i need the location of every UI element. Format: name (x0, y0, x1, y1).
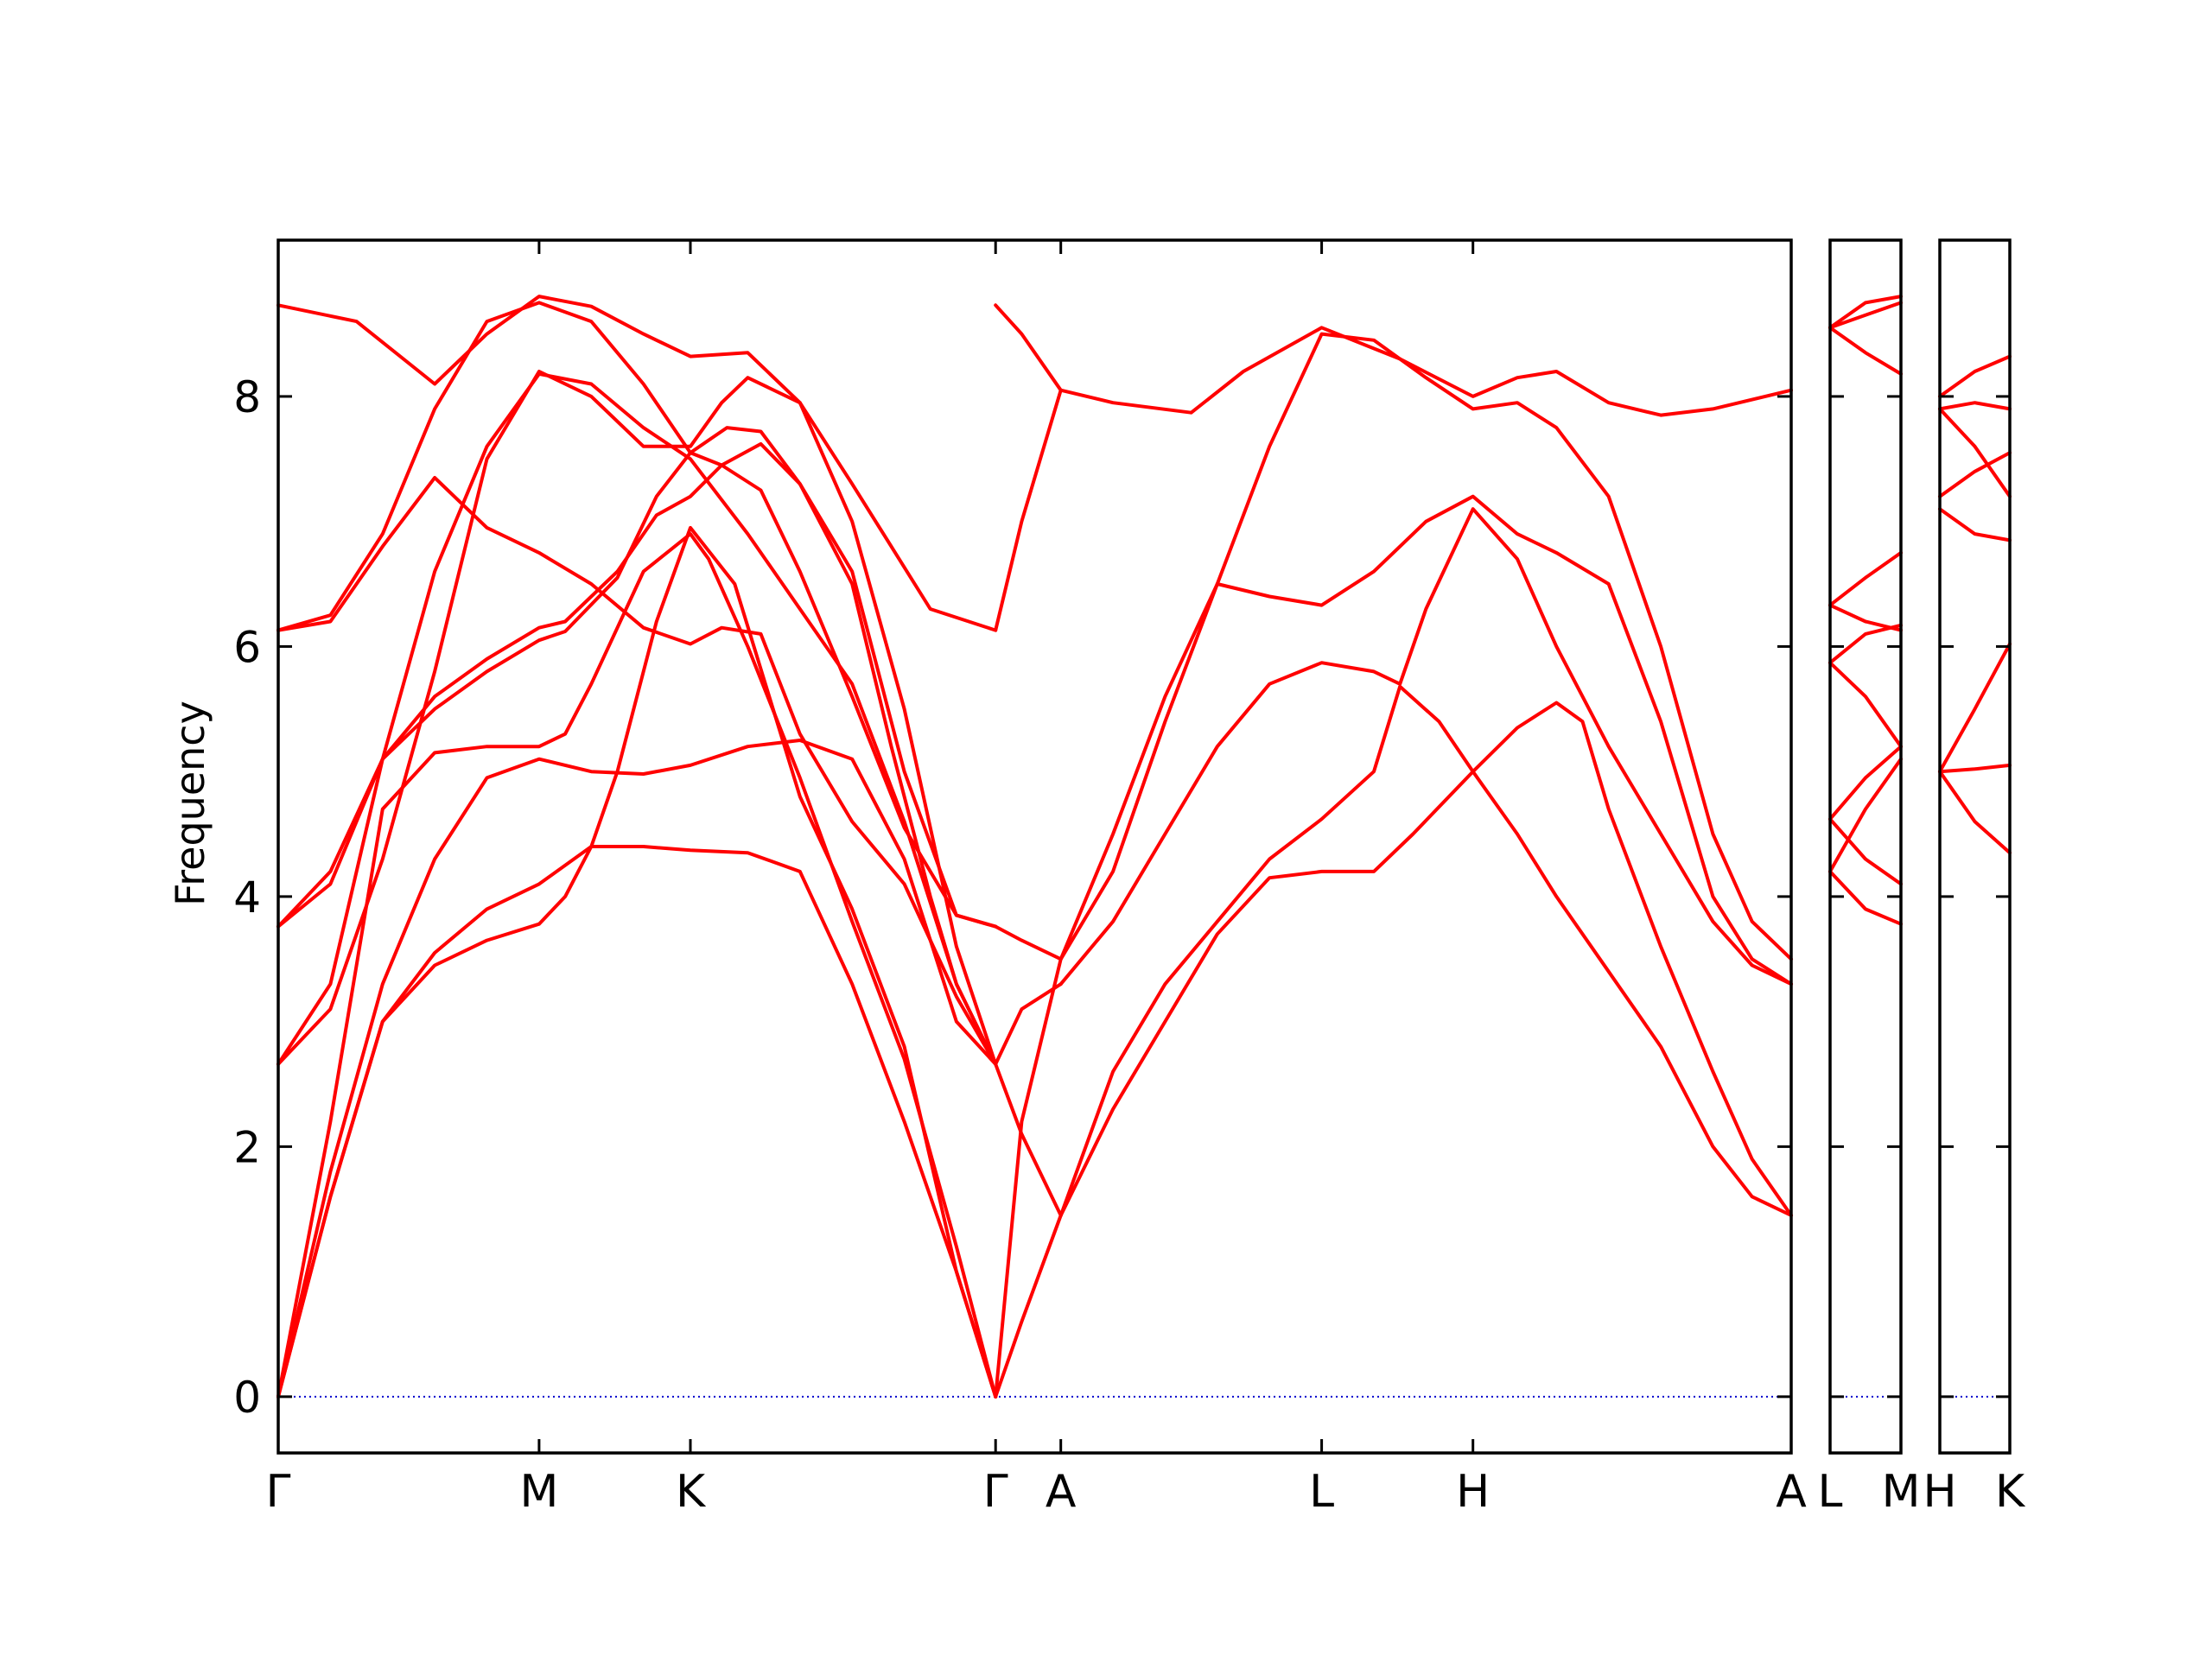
band-line-L-M-8 (1828, 745, 1903, 821)
xtick-label-main-6: H (1456, 1466, 1490, 1518)
band-line-main-7 (276, 532, 998, 1399)
band-line-main-17 (994, 1214, 1063, 1399)
band-line-L-M-3 (1828, 550, 1903, 607)
band-line-main-1 (276, 301, 998, 1066)
frame-L-M (1828, 238, 1903, 1455)
band-line-L-M-10 (1828, 869, 1903, 926)
y-axis-label: Frequency (167, 701, 213, 906)
xtick-label-H-K-0: H (1923, 1466, 1956, 1518)
band-line-main-22 (1058, 701, 1793, 1217)
ytick-label-2: 4 (233, 872, 261, 923)
frame-H-K (1938, 238, 2012, 1455)
ytick-label-4: 8 (233, 372, 261, 422)
band-line-H-K-0 (1938, 354, 2012, 398)
band-line-L-M-1 (1828, 301, 1903, 330)
xtick-label-H-K-1: K (1995, 1466, 2026, 1518)
band-line-main-20 (1058, 507, 1793, 986)
xtick-label-main-2: K (676, 1466, 707, 1518)
band-line-H-K-4 (1938, 507, 2012, 542)
xtick-label-L-M-1: M (1882, 1466, 1921, 1518)
band-line-main-19 (1058, 494, 1793, 986)
band-line-L-M-0 (1828, 295, 1903, 330)
tick-marks (276, 240, 2012, 1453)
band-line-main-8 (276, 739, 998, 1399)
band-line-main-3 (276, 463, 998, 929)
ytick-label-3: 6 (233, 622, 261, 672)
band-line-main-9 (276, 525, 998, 1399)
band-line-main-0 (276, 295, 998, 632)
series-layer (276, 295, 2012, 1399)
xtick-label-main-0: Γ (266, 1466, 291, 1518)
frame-main (276, 238, 1793, 1455)
band-line-main-5 (276, 371, 998, 1066)
xtick-label-main-4: A (1046, 1466, 1077, 1518)
band-line-main-12 (994, 388, 1063, 632)
xtick-label-L-M-0: L (1818, 1466, 1843, 1518)
band-line-main-2 (276, 476, 998, 1066)
band-line-H-K-6 (1938, 763, 2012, 774)
band-line-main-18 (1058, 332, 1793, 961)
panel-frames (276, 238, 2012, 1455)
band-line-main-11 (994, 303, 1793, 417)
ytick-label-1: 2 (233, 1122, 261, 1172)
band-line-L-M-6 (1828, 661, 1903, 749)
band-line-L-M-5 (1828, 623, 1903, 665)
band-line-L-M-9 (1828, 757, 1903, 873)
band-line-main-6 (276, 370, 998, 1066)
band-line-H-K-7 (1938, 770, 2012, 855)
band-line-main-15 (994, 957, 1063, 1399)
band-line-main-16 (994, 1062, 1063, 1217)
band-line-main-4 (276, 426, 998, 929)
band-line-main-13 (994, 924, 1063, 961)
ytick-label-0: 0 (233, 1373, 261, 1423)
band-line-main-14 (994, 982, 1063, 1066)
band-line-H-K-5 (1938, 642, 2012, 774)
band-line-H-K-1 (1938, 401, 2012, 411)
xtick-label-main-3: Γ (983, 1466, 1008, 1518)
band-line-H-K-2 (1938, 407, 2012, 498)
xtick-label-main-5: L (1309, 1466, 1334, 1518)
band-line-L-M-7 (1828, 817, 1903, 886)
xtick-label-main-1: M (519, 1466, 558, 1518)
xtick-label-main-7: A (1776, 1466, 1807, 1518)
band-line-main-21 (1058, 684, 1793, 1217)
band-line-L-M-2 (1828, 326, 1903, 376)
band-line-main-10 (276, 845, 998, 1399)
band-line-H-K-3 (1938, 451, 2012, 498)
